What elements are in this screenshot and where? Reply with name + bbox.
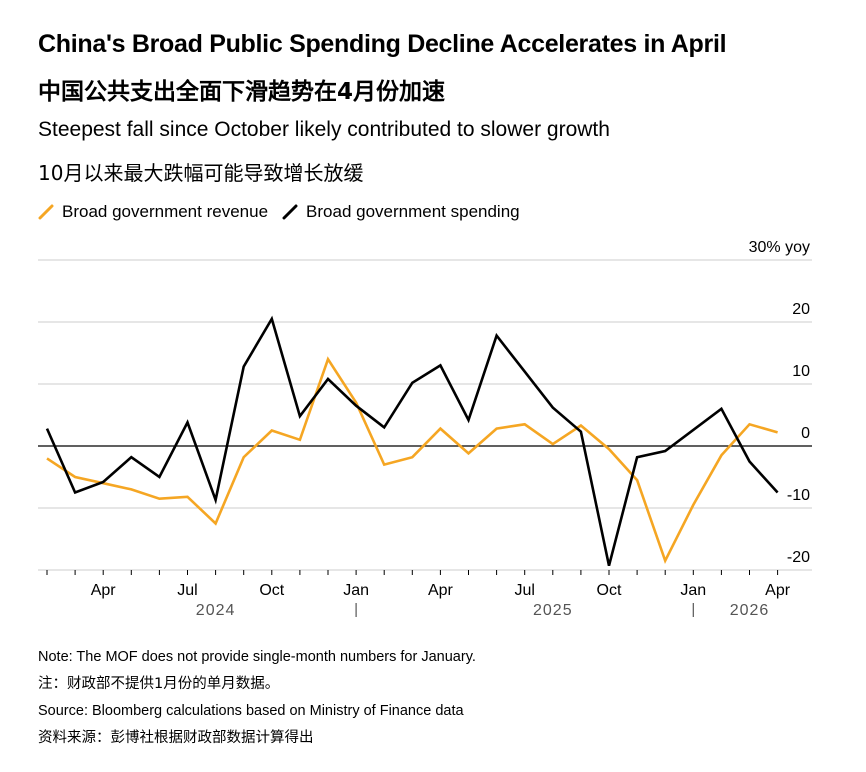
chart-footer: Note: The MOF does not provide single-mo…: [38, 648, 476, 756]
x-tick-label: Apr: [765, 582, 791, 599]
y-tick-label: -20: [787, 549, 810, 566]
x-tick-label: Apr: [428, 582, 454, 599]
x-tick-label: Oct: [259, 582, 284, 599]
legend-label-spending: Broad government spending: [306, 202, 520, 221]
year-label: 2025: [533, 602, 573, 619]
legend-item-revenue: Broad government revenue: [38, 202, 268, 222]
y-tick-label: -10: [787, 487, 810, 504]
legend-label-revenue: Broad government revenue: [62, 202, 269, 221]
line-chart: -20 -10 0 10 20 30% yoy Apr Jul Oct Jan Apr Jul Oct J…: [38, 239, 812, 619]
x-tick-label: Jan: [680, 582, 706, 599]
year-label: 2026: [730, 602, 770, 619]
y-tick-label: 20: [792, 301, 810, 318]
x-tick-label: Apr: [91, 582, 117, 599]
x-tick-label: Jul: [514, 582, 534, 599]
chart-title: China's Broad Public Spending Decline Ac…: [38, 30, 727, 58]
x-tick-label: Jan: [343, 582, 369, 599]
series-line-revenue: [46, 356, 778, 565]
y-tick-label: 0: [801, 425, 810, 442]
x-tick-label: Jul: [177, 582, 197, 599]
source-note-chinese: 资料来源：彭博社根据财政部数据计算得出: [38, 730, 314, 746]
y-tick-label: 30% yoy: [749, 239, 810, 256]
series-line-spending: [45, 315, 779, 567]
chart-subtitle: Steepest fall since October likely contr…: [38, 118, 610, 141]
footnote-chinese: 注：财政部不提供1月份的单月数据。: [38, 676, 280, 692]
chart-title-chinese: 中国公共支出全面下滑趋势在4月份加速: [38, 79, 446, 105]
chart-subtitle-chinese: 10月以来最大跌幅可能导致增长放缓: [38, 161, 364, 185]
chart-legend: Broad government revenue Broad governmen…: [38, 202, 534, 222]
source-note: Source: Bloomberg calculations based on …: [38, 703, 464, 719]
legend-item-spending: Broad government spending: [282, 202, 520, 222]
x-tick-label: Oct: [597, 582, 622, 599]
legend-swatch-revenue: [38, 204, 54, 220]
year-label: 2024: [196, 602, 236, 619]
y-tick-label: 10: [792, 363, 810, 380]
footnote: Note: The MOF does not provide single-mo…: [38, 649, 476, 665]
legend-swatch-spending: [282, 204, 298, 220]
